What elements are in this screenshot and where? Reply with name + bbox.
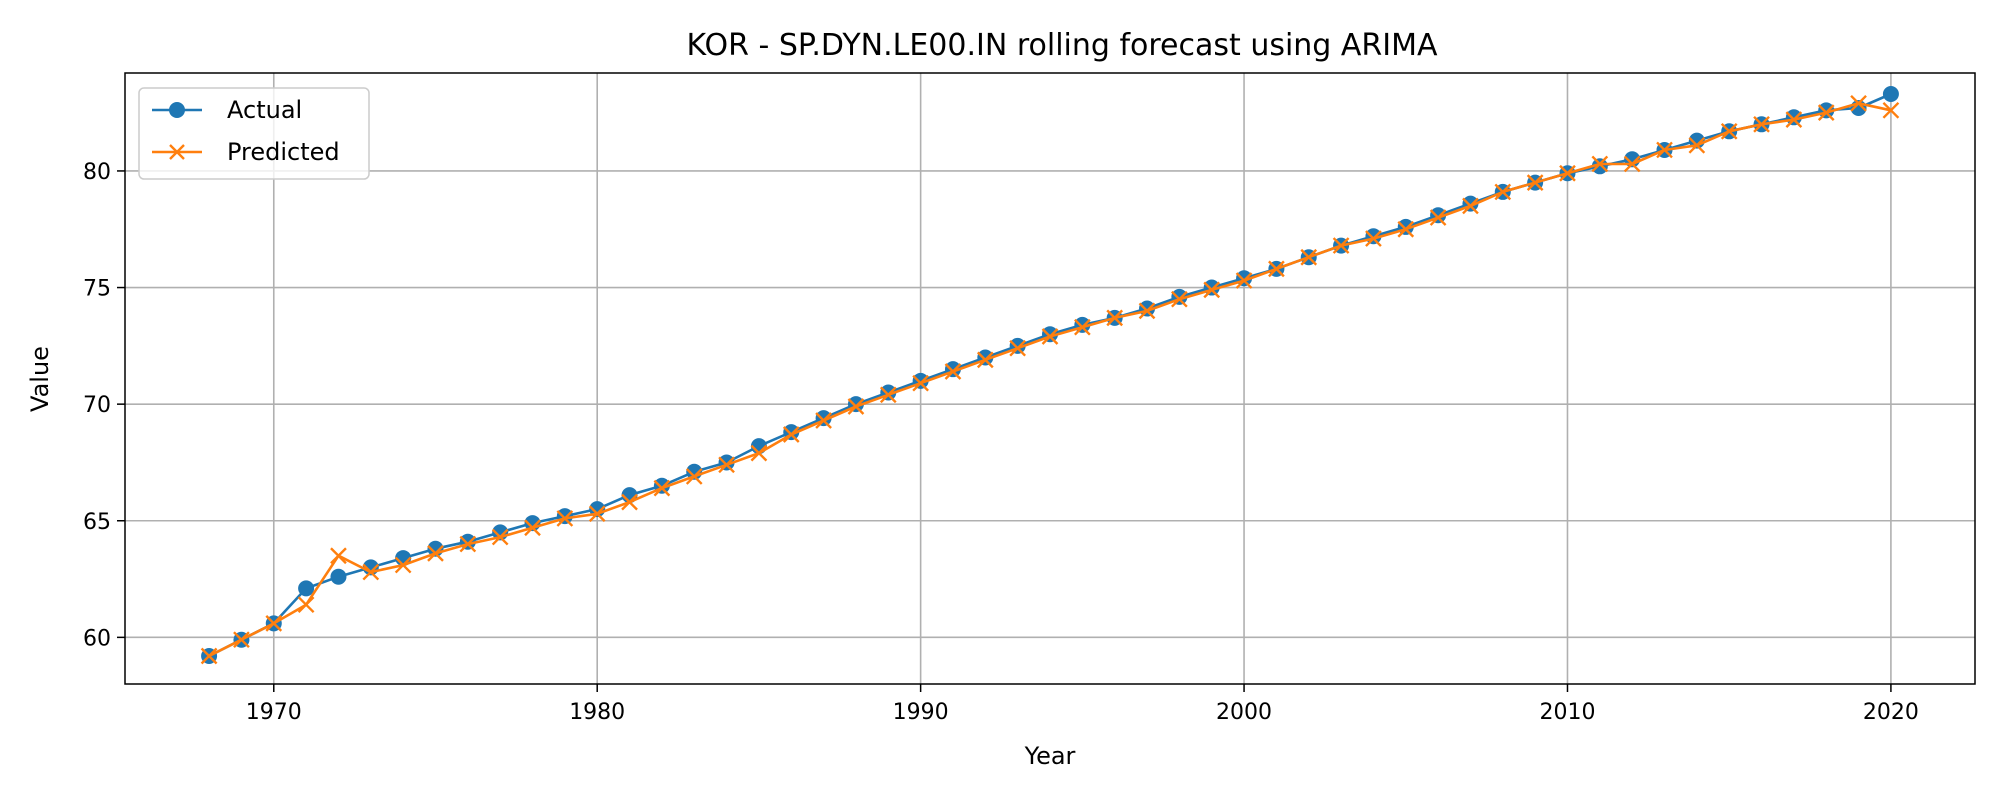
x-tick-label: 1970 [246,700,302,725]
legend: Actual Predicted [139,88,369,179]
y-tick-label: 80 [83,160,111,185]
y-tick-label: 70 [83,393,111,418]
legend-actual-marker [169,102,185,118]
chart-title: KOR - SP.DYN.LE00.IN rolling forecast us… [686,28,1438,63]
x-tick-label: 2020 [1863,700,1919,725]
x-tick-label: 1980 [569,700,625,725]
y-tick-label: 65 [83,510,111,535]
x-tick-label: 2000 [1216,700,1272,725]
x-tick-label: 1990 [893,700,949,725]
y-tick-label: 75 [83,277,111,302]
point-actual [557,508,573,524]
legend-actual-label: Actual [227,96,302,124]
y-tick-label: 60 [83,626,111,651]
x-tick-label: 2010 [1539,700,1595,725]
point-actual [330,569,346,585]
x-axis-label: Year [1024,742,1076,770]
legend-predicted-label: Predicted [227,138,340,166]
y-axis-label: Value [26,346,54,412]
point-actual [1883,86,1899,102]
